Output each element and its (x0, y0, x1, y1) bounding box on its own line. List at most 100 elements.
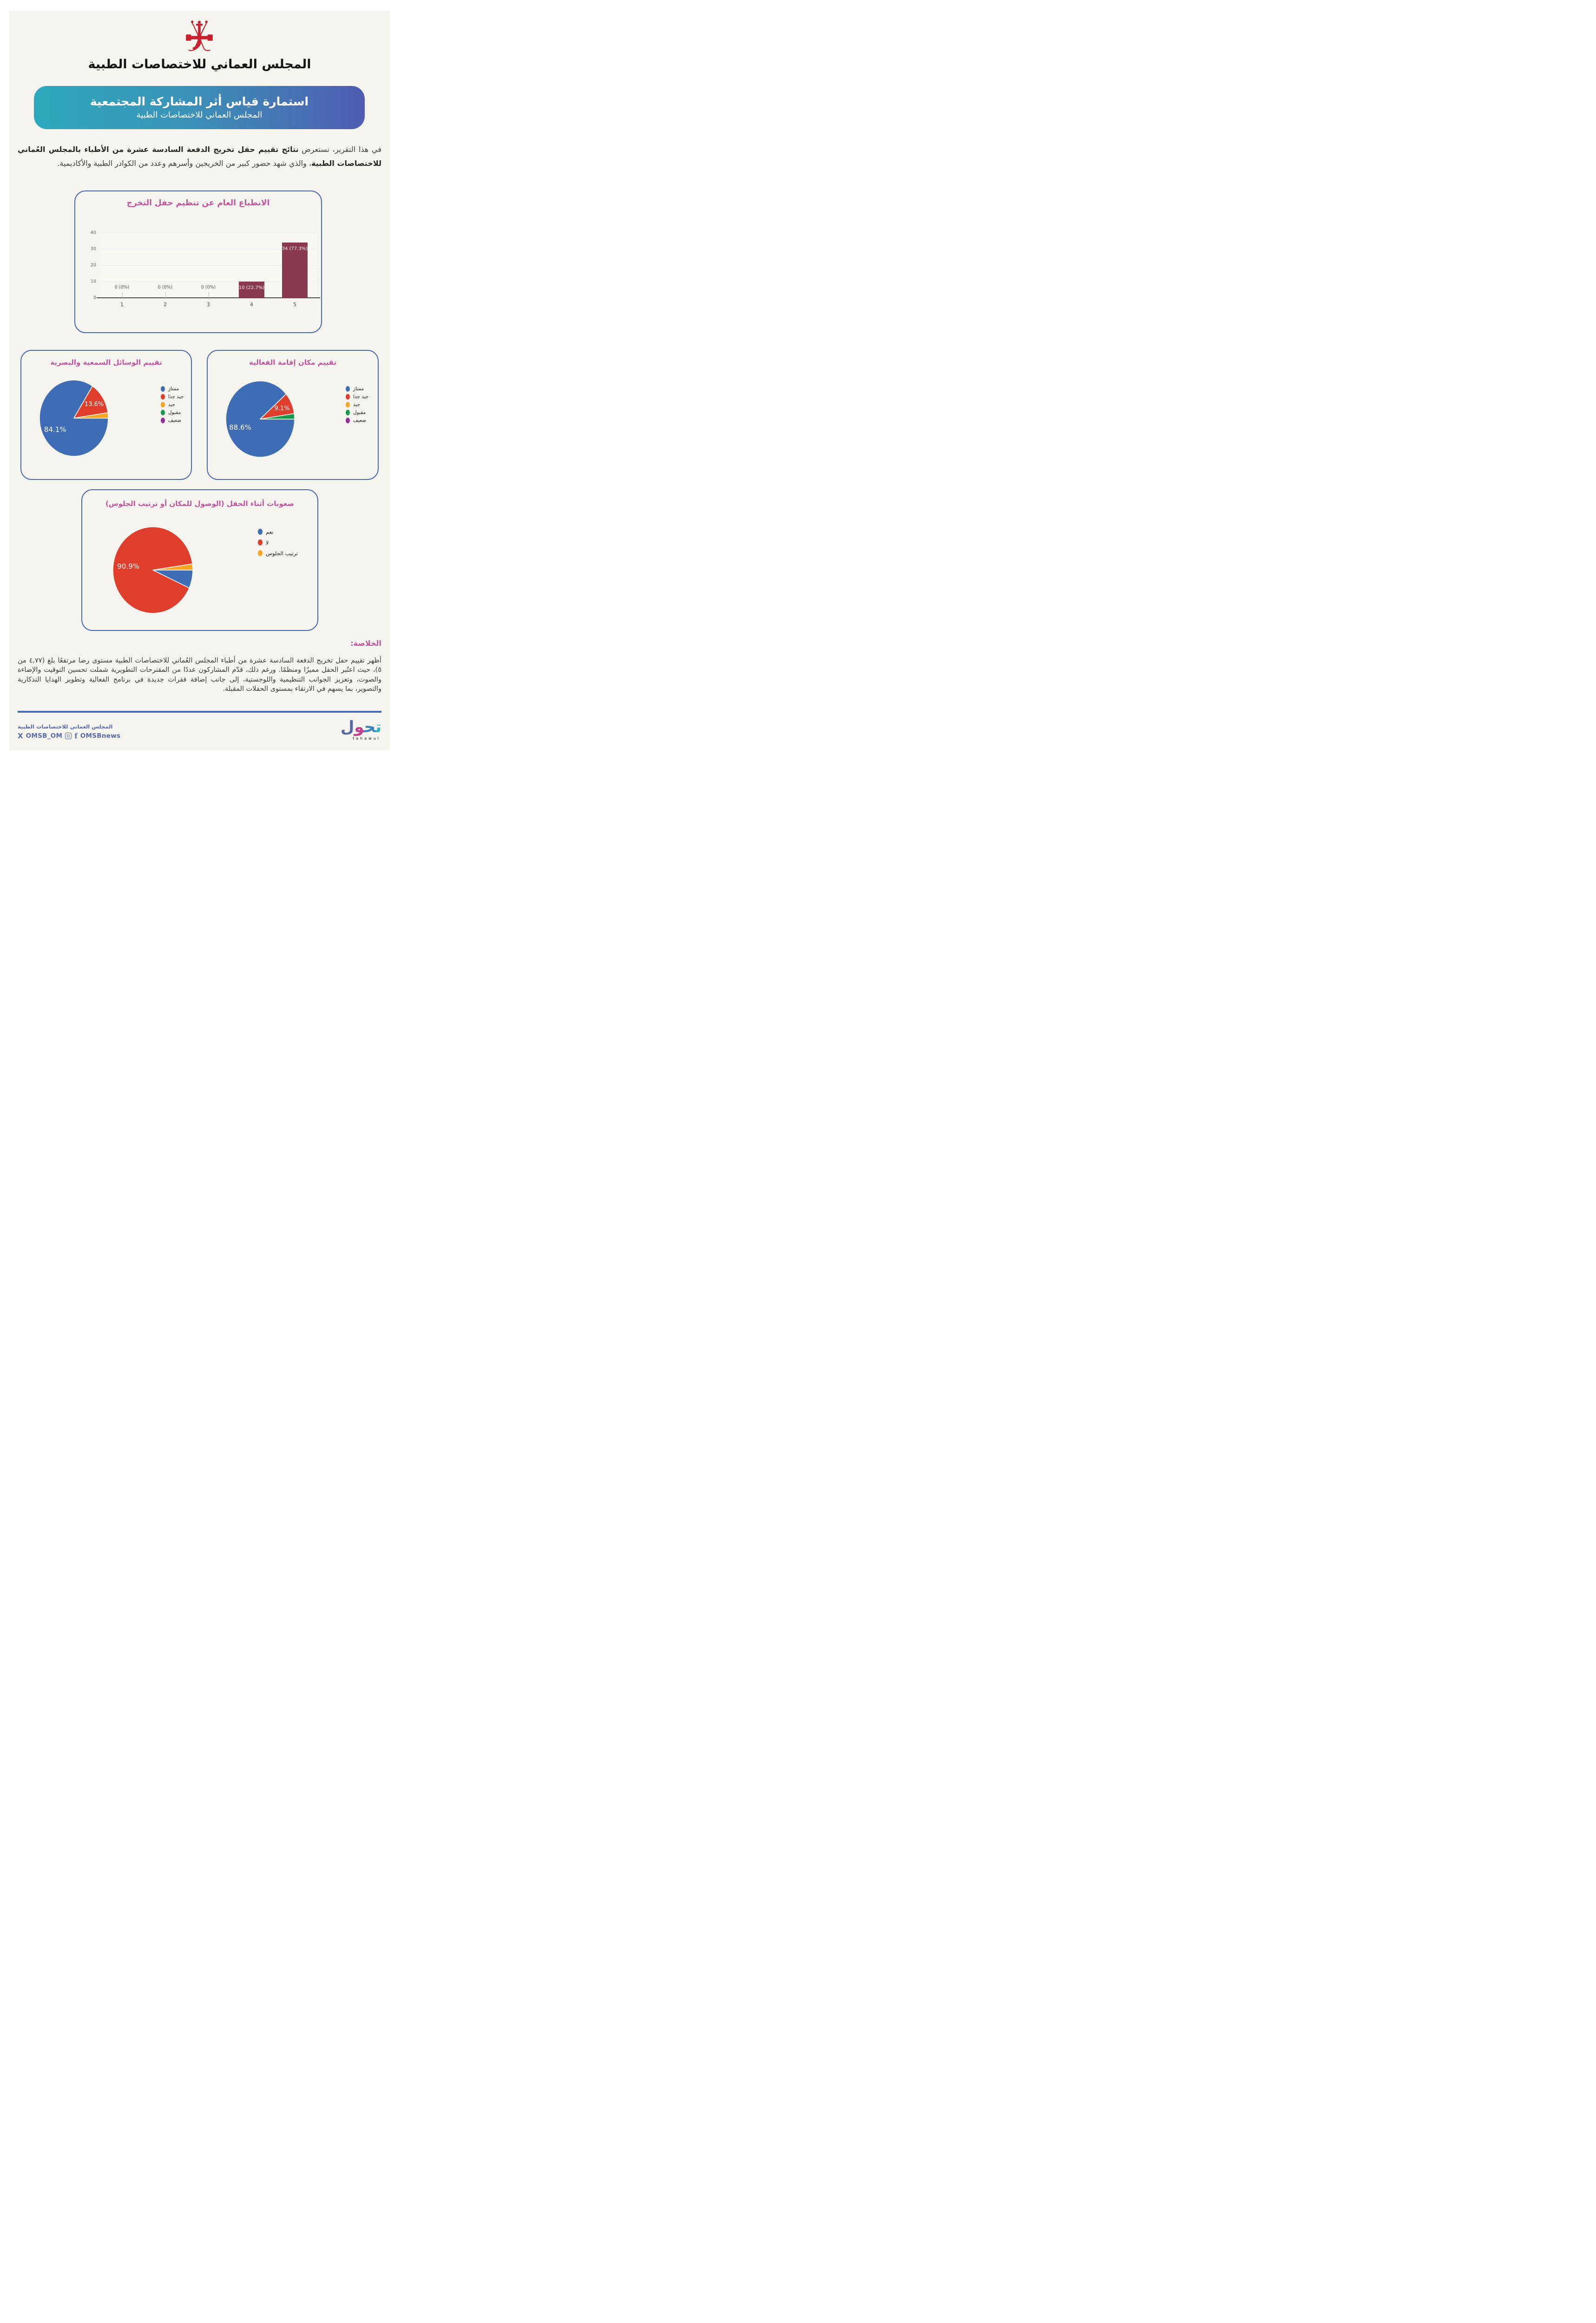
pie-title-venue: تقييم مكان إقامة الفعالية (249, 358, 337, 367)
zero-value-label: 0 (0%) (114, 285, 130, 290)
pie-card-audio-visual: تقييم الوسائل السمعية والبصرية ممتاز جيد … (20, 350, 192, 480)
legend-label: جيد جدا (353, 394, 369, 400)
intro-text-end: ، والذي شهد حضور كبير من الخريجين وأسرهم… (57, 159, 312, 168)
oman-emblem-icon (186, 20, 213, 51)
x-axis-tick: 2 (164, 302, 167, 308)
pie-value-label: 84.1% (44, 425, 66, 433)
legend-label: ترتيب الجلوس (266, 550, 298, 557)
page-title: استمارة قياس أثر المشاركة المجتمعية (90, 94, 309, 108)
x-axis-tick: 5 (293, 302, 296, 308)
content-canvas: المجلس العماني للاختصاصات الطبية استمارة… (9, 11, 390, 750)
social-handles: X OMSB_OM f OMSBnews (18, 732, 120, 740)
pie-chart: 88.6% 9.1% (225, 381, 295, 458)
legend-item: ضعيف (161, 416, 184, 424)
legend-item: جيد جدا (346, 393, 368, 400)
legend-color-dot (346, 417, 350, 423)
legend-item: ممتاز (346, 385, 368, 393)
logo-letter: و (354, 718, 364, 736)
legend-item: جيد (346, 400, 368, 408)
legend-color-dot (258, 539, 263, 545)
pie-slice (152, 563, 193, 571)
summary-heading: الخلاصة: (350, 639, 381, 648)
legend-item: مقبول (161, 408, 184, 416)
bar-chart-plot: 0 10 20 30 40 1 0 (0%) 2 0 (0%) 3 0 (0%) 4 10 (22.7%… (91, 230, 320, 308)
legend-label: ممتاز (168, 386, 179, 392)
y-axis-tick: 30 (90, 246, 96, 252)
y-axis-tick: 10 (90, 279, 96, 284)
x-axis-tick: 4 (250, 302, 253, 308)
legend-label: ممتاز (353, 386, 364, 392)
logo-letter: ح (364, 718, 376, 736)
legend: ممتاز جيد جدا جيد مقبول ضعيف (346, 385, 368, 424)
intro-text-bold: نتائج تقييم حفل تخريج الدفعة السادسة عشر… (18, 145, 381, 168)
bar-value-label: 34 (77.3%) (282, 246, 308, 251)
legend-color-dot (258, 550, 263, 556)
pie-chart: 84.1% 13.6% (39, 380, 109, 457)
legend-item: جيد جدا (161, 393, 184, 400)
org-calligraphy: المجلس العماني للاختصاصات الطبية (88, 57, 311, 72)
pie-slice (260, 413, 295, 420)
legend-label: مقبول (353, 409, 366, 415)
pie-slice (73, 386, 109, 419)
x-axis-tick: 3 (207, 302, 210, 308)
legend-item: لا (258, 537, 298, 548)
legend-item: مقبول (346, 408, 368, 416)
legend: ممتاز جيد جدا جيد مقبول ضعيف (161, 385, 184, 424)
y-axis-tick: 40 (90, 230, 96, 236)
zero-value-label: 0 (0%) (201, 285, 216, 290)
title-banner: استمارة قياس أثر المشاركة المجتمعية المج… (34, 86, 365, 129)
x-twitter-icon: X (18, 732, 23, 740)
page-subtitle: المجلس العماني للاختصاصات الطبية (136, 110, 263, 120)
news-handle: OMSBnews (80, 732, 121, 740)
legend-color-dot (346, 386, 350, 392)
label-leader-line (122, 292, 123, 298)
tahawul-latin-wordmark: tahawul (353, 736, 381, 741)
bar (282, 243, 308, 298)
legend-color-dot (346, 401, 350, 407)
pie-value-label: 88.6% (229, 423, 251, 432)
tahawul-arabic-wordmark: تحول (341, 719, 381, 735)
pie-slice (73, 412, 109, 419)
pie-card-venue: تقييم مكان إقامة الفعالية ممتاز جيد جدا جي… (207, 350, 379, 480)
tahawul-logo: تحول tahawul (341, 719, 381, 741)
bar-value-label: 10 (22.7%) (238, 285, 265, 290)
legend-color-dot (161, 417, 165, 423)
pie-value-label: 13.6% (85, 401, 104, 408)
pie-value-label: 90.9% (117, 562, 139, 571)
legend: نعم لا ترتيب الجلوس (258, 526, 298, 558)
legend-item: نعم (258, 526, 298, 537)
legend-item: ترتيب الجلوس (258, 548, 298, 558)
y-axis-tick: 20 (90, 262, 96, 268)
pie-value-label: 9.1% (275, 405, 290, 412)
logo-letter: ل (340, 718, 355, 736)
legend-item: جيد (161, 400, 184, 408)
bar (239, 282, 264, 298)
pie-card-difficulties: صعوبات أثناء الحفل (الوصول للمكان أو ترت… (81, 489, 318, 631)
footer-org-name: المجلس العماني للاختصاصات الطبية (18, 723, 113, 730)
footer-divider (18, 711, 381, 713)
bar-chart-title: الانطباع العام عن تنظيم حفل التخرج (126, 198, 270, 208)
bar-chart-card: الانطباع العام عن تنظيم حفل التخرج 0 10 20… (74, 190, 322, 333)
zero-value-label: 0 (0%) (158, 285, 173, 290)
legend-label: نعم (266, 528, 274, 535)
gridline (100, 265, 316, 266)
y-axis-tick: 0 (93, 295, 96, 301)
label-leader-line (165, 292, 166, 298)
legend-label: ضعيف (353, 417, 367, 423)
legend-color-dot (346, 394, 350, 400)
legend-label: جيد (353, 401, 361, 407)
instagram-icon (65, 733, 72, 739)
legend-label: جيد جدا (168, 394, 184, 400)
legend-label: لا (266, 539, 269, 546)
x-handle: OMSB_OM (26, 732, 63, 740)
legend-color-dot (161, 394, 165, 400)
legend-color-dot (346, 409, 350, 415)
legend-label: مقبول (168, 409, 181, 415)
pie-chart: 90.9% (112, 526, 193, 614)
x-axis-tick: 1 (120, 302, 124, 308)
legend-color-dot (258, 529, 263, 535)
legend-color-dot (161, 409, 165, 415)
legend-item: ضعيف (346, 416, 368, 424)
legend-label: ضعيف (168, 417, 182, 423)
pie-title-difficulties: صعوبات أثناء الحفل (الوصول للمكان أو ترت… (105, 499, 294, 508)
